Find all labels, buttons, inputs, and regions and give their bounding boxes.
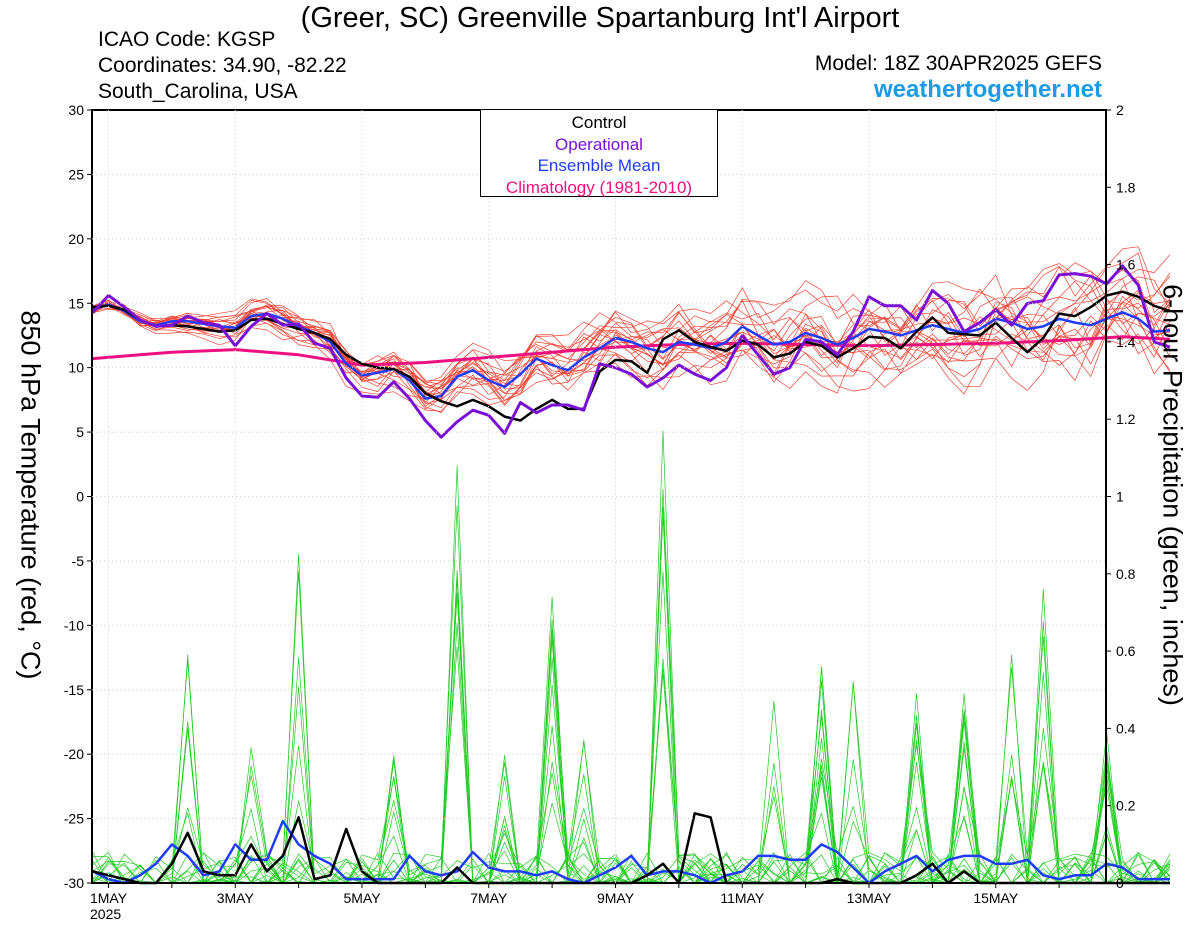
y2-tick-label: 1.2 <box>1116 411 1136 427</box>
y2-tick-label: 0.8 <box>1116 566 1136 582</box>
y-tick-label: 25 <box>68 166 84 182</box>
precipitation-member-line <box>92 629 1171 884</box>
temperature-member-line <box>92 305 1171 399</box>
temperature-member-line <box>92 252 1171 395</box>
chart-title: (Greer, SC) Greenville Spartanburg Int'l… <box>300 2 900 34</box>
y-axis-label-left: 850 hPa Temperature (red, °C) <box>15 310 46 680</box>
x-tick-label: 9MAY <box>597 890 635 906</box>
x-tick-label: 3MAY <box>217 890 255 906</box>
x-tick-label: 1MAY <box>90 890 128 906</box>
precipitation-member-line <box>92 593 1171 884</box>
precipitation-ensemble-members <box>92 430 1171 884</box>
website-link[interactable]: weathertogether.net <box>873 76 1102 103</box>
y-tick-label: 20 <box>68 231 84 247</box>
year-label: 2025 <box>90 906 122 922</box>
legend-control: Control <box>571 113 627 132</box>
y-axis-label-right: 6-hour Precipitation (green, inches) <box>1157 284 1188 706</box>
precipitation-member-line <box>92 430 1171 884</box>
precip-ensemble-mean-line <box>92 819 1170 885</box>
y-tick-label: -25 <box>64 811 84 827</box>
legend: Control Operational Ensemble Mean Climat… <box>480 109 718 197</box>
precipitation-member-line <box>92 578 1171 884</box>
x-tick-label: 7MAY <box>470 890 508 906</box>
y2-tick-label: 0.4 <box>1116 720 1136 736</box>
region: South_Carolina, USA <box>98 80 298 103</box>
y-tick-label: -30 <box>64 875 84 891</box>
precipitation-member-line <box>92 571 1171 884</box>
precipitation-member-line <box>92 638 1171 884</box>
temp-control-line <box>92 290 1171 422</box>
legend-climatology: Climatology (1981-2010) <box>505 177 693 197</box>
y-tick-label: -20 <box>64 746 84 762</box>
temperature-ensemble-members <box>92 246 1171 413</box>
icao-code: ICAO Code: KGSP <box>98 28 276 51</box>
x-tick-label: 13MAY <box>847 890 893 906</box>
y2-tick-label: 1 <box>1116 489 1124 505</box>
temp-ensemble-mean-line <box>92 303 1171 400</box>
y2-tick-label: 1.4 <box>1116 334 1136 350</box>
temp-operational-line <box>91 264 1171 439</box>
temperature-member-line <box>92 254 1171 395</box>
model-run: Model: 18Z 30APR2025 GEFS <box>814 52 1102 75</box>
legend-ensemble-mean: Ensemble Mean <box>537 156 661 175</box>
x-tick-label: 15MAY <box>973 890 1019 906</box>
precipitation-member-line <box>92 571 1170 884</box>
y-tick-label: -15 <box>64 682 84 698</box>
x-tick-label: 11MAY <box>720 890 764 906</box>
temperature-member-line <box>92 300 1171 405</box>
y-tick-label: 15 <box>68 295 84 311</box>
precipitation-member-line <box>92 569 1171 884</box>
precipitation-member-line <box>92 592 1171 884</box>
temperature-member-line <box>92 246 1171 407</box>
y2-tick-label: 1.8 <box>1116 179 1136 195</box>
x-tick-label: 5MAY <box>343 890 381 906</box>
temperature-member-line <box>92 274 1171 403</box>
climatology-line <box>92 335 1171 367</box>
y2-tick-label: 0.6 <box>1116 643 1136 659</box>
y2-tick-label: 0 <box>1116 875 1124 891</box>
y-tick-label: 5 <box>76 424 84 440</box>
y2-tick-label: 0.2 <box>1116 798 1136 814</box>
y-tick-label: 10 <box>68 360 84 376</box>
temperature-member-line <box>92 272 1171 410</box>
y2-tick-label: 2 <box>1116 102 1124 118</box>
main-series-lines <box>91 264 1171 885</box>
axes: -30 -25 -20 -15 -10 -5 0 5 10 15 20 25 30 0 0.2 0.4 0.6 0… <box>64 102 1136 906</box>
legend-operational: Operational <box>555 134 643 154</box>
y-tick-label: -10 <box>64 617 84 633</box>
y-tick-label: -5 <box>72 553 85 569</box>
y2-tick-label: 1.6 <box>1116 257 1136 273</box>
y-tick-label: 0 <box>76 489 84 505</box>
y-tick-label: 30 <box>68 102 84 118</box>
coordinates: Coordinates: 34.90, -82.22 <box>98 54 347 77</box>
